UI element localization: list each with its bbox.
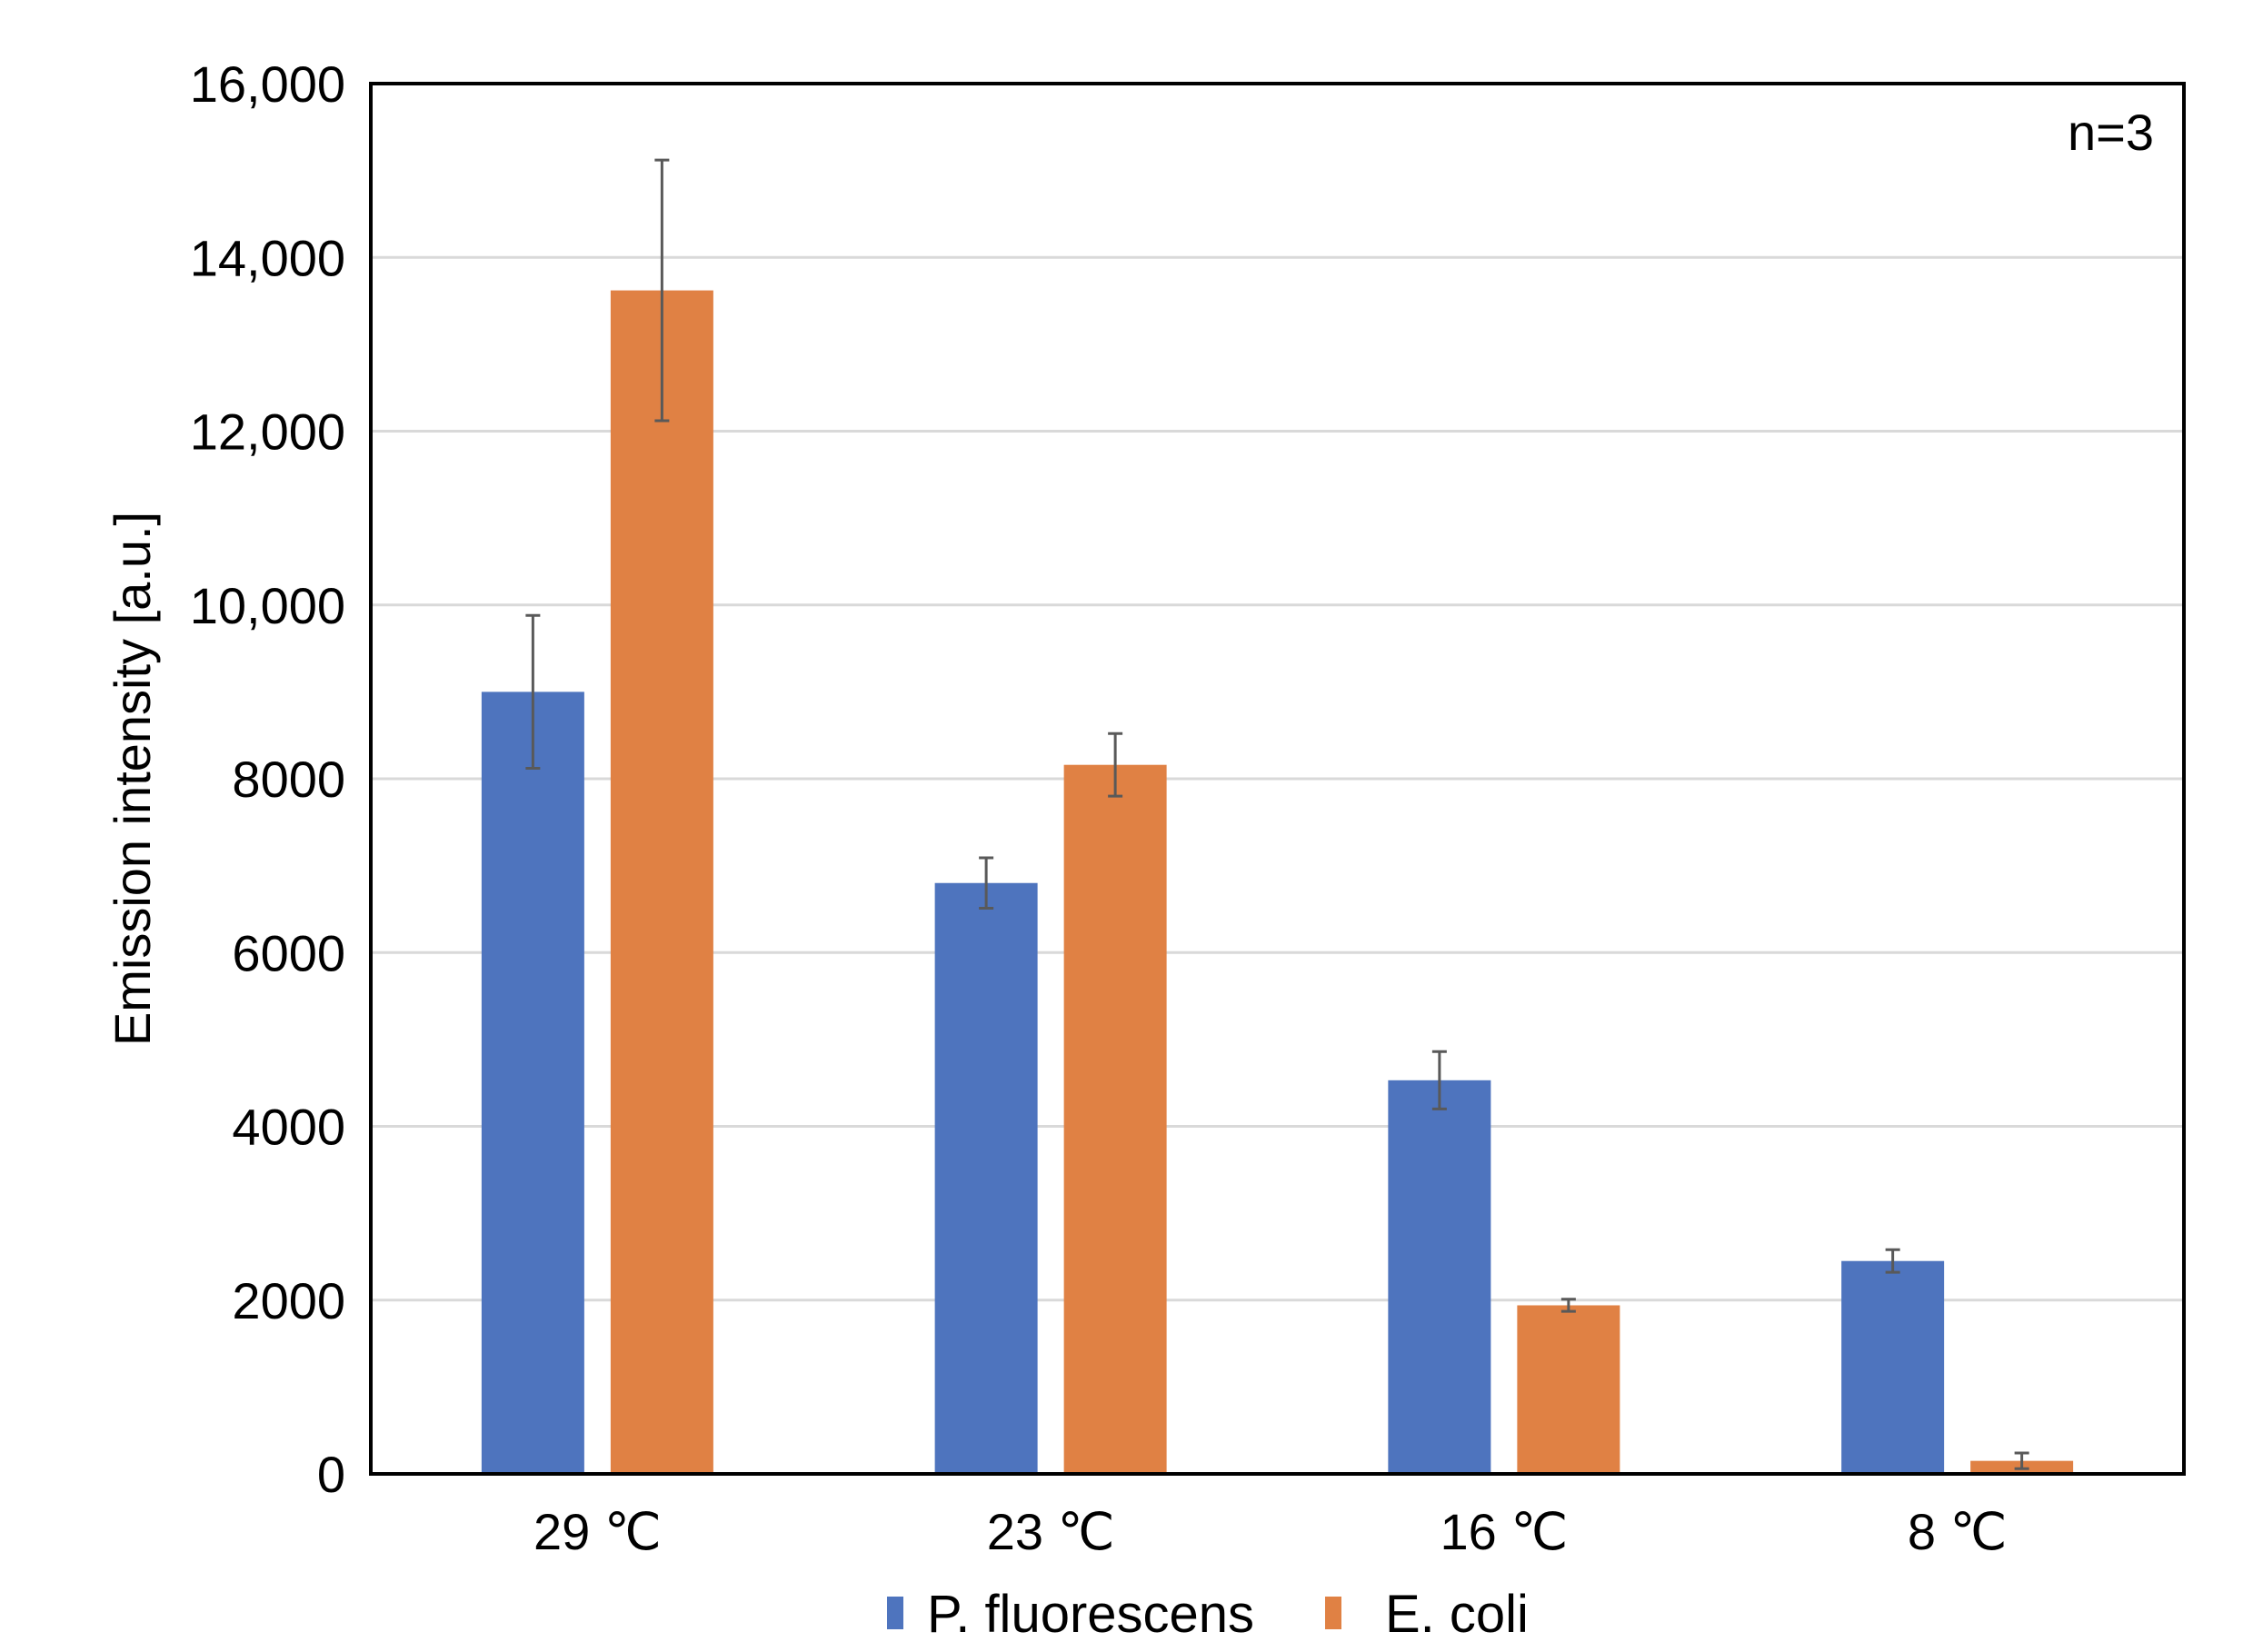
plot-area-frame	[369, 82, 2186, 1476]
error-bar	[654, 158, 670, 423]
y-axis-title: Emission intensity [a.u.]	[104, 512, 161, 1046]
error-bar	[1431, 1050, 1447, 1110]
error-bars	[525, 158, 2029, 1470]
y-tick-label: 10,000	[190, 577, 345, 634]
x-tick-label: 16 ℃	[1441, 1503, 1569, 1560]
y-tick-label: 0	[317, 1446, 345, 1503]
error-bar	[525, 613, 541, 771]
bar-p-fluorescens	[1388, 1080, 1491, 1474]
x-tick-label: 29 ℃	[533, 1503, 662, 1560]
legend: P. fluorescens E. coli	[887, 1585, 1529, 1644]
error-bar	[2014, 1451, 2029, 1470]
sample-size-annotation: n=3	[2068, 104, 2154, 161]
legend-swatch	[1325, 1597, 1341, 1629]
x-tick-label: 8 ℃	[1908, 1503, 2008, 1560]
bar-p-fluorescens	[934, 882, 1038, 1474]
y-tick-label: 6000	[232, 924, 345, 981]
legend-swatch	[887, 1597, 903, 1629]
bar-e-coli	[610, 290, 713, 1474]
y-tick-label: 14,000	[190, 229, 345, 286]
error-bar	[979, 856, 994, 910]
error-bar	[1885, 1248, 1900, 1274]
bars	[481, 290, 2074, 1474]
bar-p-fluorescens	[1841, 1260, 1945, 1474]
x-tick-labels: 29 ℃ 23 ℃ 16 ℃ 8 ℃	[533, 1503, 2007, 1560]
bar-p-fluorescens	[481, 692, 584, 1474]
y-tick-labels: 0 2000 4000 6000 8000 10,000 12,000 14,000 16,00…	[190, 55, 345, 1503]
x-tick-label: 23 ℃	[987, 1503, 1115, 1560]
legend-label: E. coli	[1385, 1585, 1529, 1644]
y-tick-label: 4000	[232, 1099, 345, 1156]
y-tick-label: 2000	[232, 1272, 345, 1329]
legend-label: P. fluorescens	[927, 1585, 1254, 1644]
error-bar	[1108, 731, 1123, 798]
error-bar	[1560, 1298, 1576, 1313]
y-tick-label: 12,000	[190, 403, 345, 461]
y-tick-label: 8000	[232, 751, 345, 808]
bar-e-coli	[1517, 1305, 1620, 1474]
bar-e-coli	[1063, 764, 1167, 1474]
y-tick-label: 16,000	[190, 55, 345, 113]
